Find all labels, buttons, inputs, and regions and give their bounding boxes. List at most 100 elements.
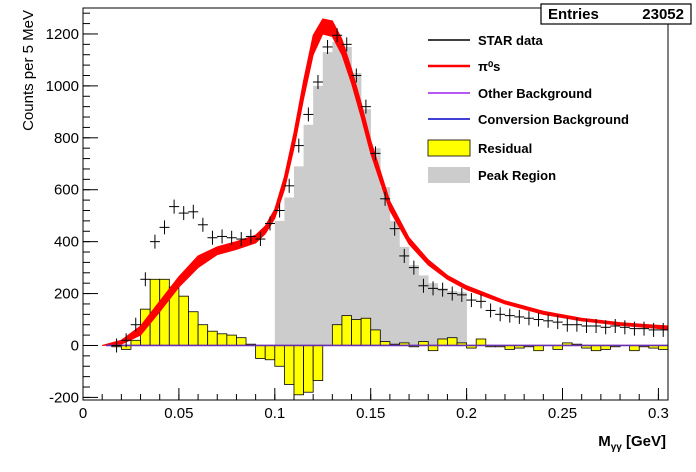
data-point bbox=[226, 230, 237, 245]
legend-entry: Other Background bbox=[428, 86, 592, 101]
peak-region-bar bbox=[361, 109, 372, 346]
legend-label: π⁰s bbox=[478, 59, 500, 74]
legend-label: Conversion Background bbox=[478, 112, 629, 127]
legend-entry: π⁰s bbox=[428, 59, 500, 74]
data-point bbox=[408, 260, 419, 275]
data-point bbox=[428, 281, 439, 296]
data-point bbox=[543, 313, 554, 328]
peak-region-bar bbox=[341, 46, 352, 346]
x-axis-title: Mγγ [GeV] bbox=[598, 433, 666, 453]
residual-bar bbox=[370, 329, 381, 346]
x-axis-title-subscript: γγ bbox=[611, 442, 623, 453]
legend-label: STAR data bbox=[478, 33, 544, 48]
peak-region-bar bbox=[274, 220, 285, 346]
peak-region-bar bbox=[303, 124, 314, 346]
x-tick-label: 0.05 bbox=[164, 405, 193, 422]
data-point bbox=[447, 286, 458, 301]
residual-bar bbox=[216, 333, 228, 346]
y-tick-label: 600 bbox=[54, 182, 79, 199]
peak-region-bar bbox=[370, 148, 381, 346]
residual-bar bbox=[197, 324, 209, 346]
data-point bbox=[658, 322, 669, 337]
data-point bbox=[514, 309, 525, 324]
data-point bbox=[475, 294, 486, 309]
data-point bbox=[178, 206, 189, 221]
x-tick-label: 0.3 bbox=[648, 405, 669, 422]
x-tick-label: 0.1 bbox=[264, 405, 285, 422]
data-point bbox=[533, 312, 544, 327]
data-point bbox=[466, 293, 477, 308]
peak-region-bar bbox=[293, 166, 304, 346]
data-point bbox=[418, 278, 429, 293]
residual-bar bbox=[264, 345, 276, 361]
y-tick-label: 400 bbox=[54, 234, 79, 251]
peak-region-bar bbox=[380, 187, 391, 346]
stats-box-frame bbox=[540, 3, 692, 25]
residual-bar bbox=[360, 317, 372, 346]
data-point bbox=[571, 317, 582, 332]
peak-region-bar bbox=[322, 52, 333, 346]
residual-bar bbox=[188, 311, 199, 346]
peak-region-bar bbox=[332, 41, 343, 346]
legend-swatch bbox=[428, 167, 470, 183]
peak-region-bar bbox=[447, 290, 458, 346]
data-point bbox=[121, 333, 132, 348]
y-tick-label: 1200 bbox=[46, 26, 79, 43]
residual-bar bbox=[475, 338, 487, 346]
peak-region-bar bbox=[313, 85, 324, 346]
data-point bbox=[169, 199, 180, 214]
data-point bbox=[639, 321, 650, 336]
residual-bar bbox=[303, 345, 314, 393]
legend-entry: Conversion Background bbox=[428, 112, 629, 127]
peak-region-bar bbox=[284, 197, 295, 346]
y-tick-label: 0 bbox=[71, 337, 79, 354]
data-point bbox=[197, 217, 208, 232]
residual-bar bbox=[236, 337, 247, 346]
residual-bar bbox=[255, 345, 266, 359]
stats-entries-value: 23052 bbox=[642, 6, 684, 23]
stats-entries-label: Entries bbox=[548, 6, 599, 23]
peak-region-bar bbox=[437, 288, 448, 346]
y-tick-label: -200 bbox=[49, 389, 79, 406]
legend-entry: Residual bbox=[427, 139, 532, 157]
residual-bar bbox=[159, 278, 170, 346]
data-point bbox=[207, 230, 218, 245]
x-axis: 0 0.05 0.1 0.15 0.2 0.25 0.3 bbox=[79, 388, 669, 422]
data-point bbox=[380, 191, 391, 206]
residual-bar bbox=[331, 324, 343, 346]
stats-box: Entries 23052 bbox=[540, 3, 692, 25]
data-point bbox=[245, 229, 256, 244]
x-tick-label: 0.25 bbox=[548, 405, 577, 422]
data-point bbox=[648, 322, 659, 337]
legend-entry: Peak Region bbox=[428, 167, 556, 183]
x-tick-label: 0.2 bbox=[456, 405, 477, 422]
data-point bbox=[619, 320, 630, 335]
data-point bbox=[341, 37, 352, 52]
data-point bbox=[274, 203, 285, 218]
data-point bbox=[236, 232, 247, 247]
residual-bar bbox=[351, 319, 362, 346]
legend-entry: STAR data bbox=[428, 33, 544, 48]
data-point bbox=[322, 39, 333, 54]
data-point bbox=[495, 307, 506, 322]
data-point bbox=[523, 311, 534, 326]
data-point bbox=[140, 272, 151, 287]
residual-bar bbox=[341, 315, 352, 346]
x-axis-title-main: M bbox=[598, 433, 611, 450]
data-point bbox=[504, 308, 515, 323]
peak-region-bar bbox=[428, 283, 439, 346]
data-point bbox=[591, 319, 602, 334]
data-point bbox=[360, 99, 371, 114]
residual-bar bbox=[207, 330, 218, 346]
residual-bar bbox=[274, 345, 285, 367]
data-point bbox=[581, 319, 592, 334]
data-point bbox=[552, 315, 563, 330]
y-axis-title: Counts per 5 MeV bbox=[20, 10, 37, 131]
data-point bbox=[255, 232, 266, 247]
residual-bar bbox=[447, 337, 458, 346]
data-point bbox=[188, 204, 199, 219]
legend: STAR data π⁰s Other Background Conversion B… bbox=[427, 33, 629, 183]
residual-bar bbox=[283, 345, 295, 385]
legend-swatch bbox=[427, 139, 471, 157]
